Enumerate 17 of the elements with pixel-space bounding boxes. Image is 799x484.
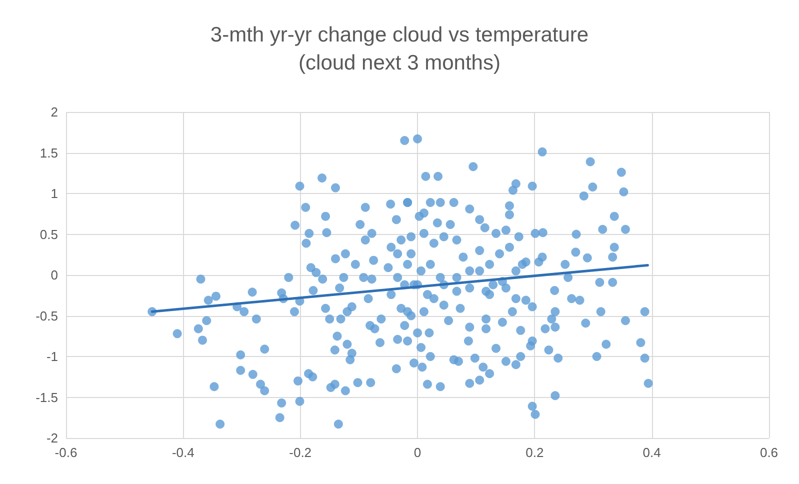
y-tick-label: -1.5 bbox=[36, 390, 58, 405]
y-tick-label: -0.5 bbox=[36, 308, 58, 324]
x-tick-label: 0.4 bbox=[642, 445, 661, 460]
y-tick-label: 0 bbox=[50, 268, 58, 282]
x-tick-label: 0 bbox=[414, 445, 422, 460]
x-tick-label: 0.2 bbox=[526, 445, 544, 460]
y-tick-label: 1.5 bbox=[40, 145, 58, 160]
x-tick-label: -0.2 bbox=[289, 445, 312, 460]
y-tick-label: -1 bbox=[46, 349, 58, 364]
chart-title: 3-mth yr-yr change cloud vs temperature (cloud next 3 months) bbox=[210, 24, 589, 74]
y-tick-label: 0.5 bbox=[40, 226, 58, 242]
x-tick-label: 0.6 bbox=[760, 445, 778, 460]
x-tick-label: -0.6 bbox=[54, 445, 78, 460]
y-tick-label: -2 bbox=[46, 430, 58, 446]
x-tick-label: -0.4 bbox=[172, 445, 194, 460]
y-tick-label: 2 bbox=[50, 104, 58, 120]
y-tick-label: 1 bbox=[50, 186, 58, 201]
